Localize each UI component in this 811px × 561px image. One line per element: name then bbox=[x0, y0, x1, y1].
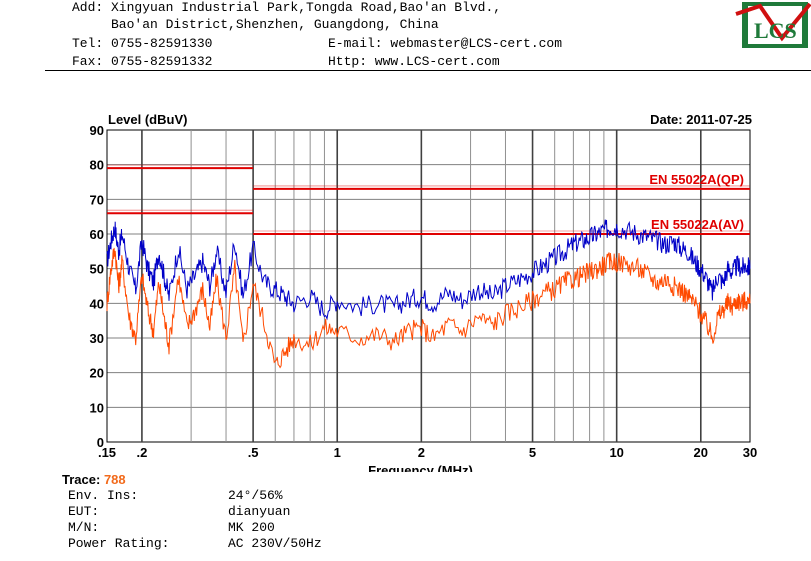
emission-chart: 0 10 20 30 40 50 60 70 80 90 .15 .2 .5 1 2 5 10 20 30 EN 55… bbox=[90, 112, 758, 472]
y-tick-label: 70 bbox=[90, 192, 104, 207]
limit-label: EN 55022A(AV) bbox=[651, 217, 744, 232]
address-line-2: Bao'an District,Shenzhen, Guangdong, Chi… bbox=[72, 17, 439, 32]
email-text: E-mail: webmaster@LCS-cert.com bbox=[328, 36, 563, 51]
info-row-mn: M/N: MK 200 bbox=[68, 520, 275, 535]
x-axis-label: Frequency (MHz) bbox=[368, 463, 473, 472]
trace-value: 788 bbox=[103, 472, 126, 487]
x-tick-label: 2 bbox=[418, 445, 425, 460]
chart-date: Date: 2011-07-25 bbox=[650, 112, 752, 127]
trace-label: Trace: bbox=[62, 472, 101, 487]
y-tick-label: 40 bbox=[90, 296, 104, 311]
x-tick-label: 1 bbox=[334, 445, 341, 460]
x-tick-label: .15 bbox=[98, 445, 116, 460]
x-tick-label: .2 bbox=[136, 445, 147, 460]
header-rule bbox=[45, 70, 811, 71]
y-tick-label: 20 bbox=[90, 366, 104, 381]
http-text: Http: www.LCS-cert.com bbox=[328, 54, 500, 69]
series-line bbox=[106, 219, 751, 321]
info-row-power: Power Rating: AC 230V/50Hz bbox=[68, 536, 322, 551]
trace-line: Trace: 788 bbox=[62, 472, 126, 487]
x-tick-label: .5 bbox=[248, 445, 259, 460]
fax-text: Fax: 0755-82591332 bbox=[72, 54, 213, 69]
x-tick-label: 5 bbox=[529, 445, 536, 460]
y-tick-label: 90 bbox=[90, 123, 104, 138]
plot-frame bbox=[106, 129, 751, 443]
info-row-eut: EUT: dianyuan bbox=[68, 504, 291, 519]
y-tick-label: 30 bbox=[90, 331, 104, 346]
series-line bbox=[106, 247, 751, 369]
y-tick-label: 60 bbox=[90, 227, 104, 242]
y-tick-label: 80 bbox=[90, 158, 104, 173]
limit-label: EN 55022A(QP) bbox=[649, 172, 744, 187]
tel-text: Tel: 0755-82591330 bbox=[72, 36, 213, 51]
x-tick-label: 20 bbox=[694, 445, 708, 460]
y-tick-label: 50 bbox=[90, 262, 104, 277]
test-info: Env. Ins: 24°/56% EUT: dianyuan M/N: MK 200… bbox=[68, 488, 322, 552]
y-tick-label: 0 bbox=[97, 435, 104, 450]
x-tick-label: 30 bbox=[743, 445, 757, 460]
info-row-env: Env. Ins: 24°/56% bbox=[68, 488, 283, 503]
report-header: Add: Xingyuan Industrial Park,Tongda Roa… bbox=[0, 0, 811, 70]
lcs-logo: LCS bbox=[735, 2, 811, 48]
address-line-1: Add: Xingyuan Industrial Park,Tongda Roa… bbox=[72, 0, 502, 15]
x-tick-label: 10 bbox=[609, 445, 623, 460]
y-tick-label: 10 bbox=[90, 400, 104, 415]
y-axis-label: Level (dBuV) bbox=[108, 112, 187, 127]
logo-text: LCS bbox=[754, 18, 797, 43]
